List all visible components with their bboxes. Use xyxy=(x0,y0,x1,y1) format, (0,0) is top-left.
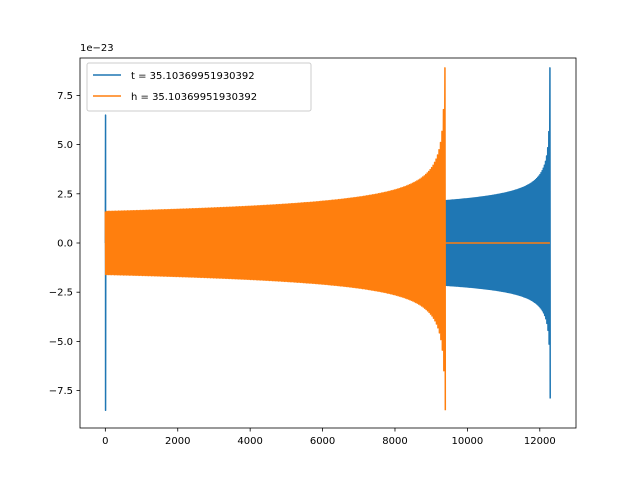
y-axis: −7.5 −5.0 −2.5 0.0 2.5 5.0 7.5 xyxy=(49,91,80,397)
y-tick-label: 2.5 xyxy=(57,189,73,200)
legend: t = 35.10369951930392 h = 35.10369951930… xyxy=(86,62,312,112)
legend-label-series-t: t = 35.10369951930392 xyxy=(131,71,255,82)
legend-box xyxy=(86,62,312,112)
series-line-1 xyxy=(104,67,550,411)
y-tick-label: 5.0 xyxy=(57,140,73,151)
x-axis: 0 2000 4000 6000 8000 10000 12000 xyxy=(102,428,556,447)
x-tick-label: 8000 xyxy=(382,436,407,447)
x-tick-label: 2000 xyxy=(165,436,190,447)
x-tick-label: 6000 xyxy=(310,436,335,447)
y-tick-label: 7.5 xyxy=(57,91,73,102)
x-tick-label: 10000 xyxy=(451,436,483,447)
x-tick-label: 0 xyxy=(102,436,108,447)
legend-label-series-h: h = 35.10369951930392 xyxy=(131,92,257,103)
x-tick-label: 12000 xyxy=(524,436,556,447)
y-tick-label: −2.5 xyxy=(49,288,73,299)
y-tick-label: 0.0 xyxy=(57,239,73,250)
y-offset-label: 1e−23 xyxy=(80,43,114,54)
y-tick-label: −7.5 xyxy=(49,386,73,397)
series-layer xyxy=(104,67,551,412)
y-tick-label: −5.0 xyxy=(49,337,73,348)
x-tick-label: 4000 xyxy=(237,436,262,447)
